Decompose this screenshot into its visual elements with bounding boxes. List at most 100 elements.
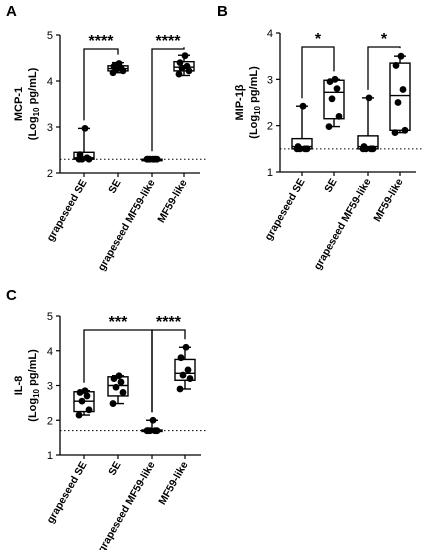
data-point xyxy=(183,62,191,70)
box-4 xyxy=(173,52,195,78)
y-axis-label: MCP-1(Log10 pg/mL) xyxy=(13,67,41,140)
data-point xyxy=(394,99,402,106)
panel-c: C IL-8(Log10 pg/mL) 1 2 3 4 5 grapeseed SE SEgra… xyxy=(6,287,207,550)
bracket-line xyxy=(301,46,335,99)
significance-stars: * xyxy=(381,31,388,48)
data-point xyxy=(399,86,407,93)
category-label: SE xyxy=(322,177,339,195)
box-3 xyxy=(357,94,379,153)
data-point xyxy=(181,52,189,60)
data-point xyxy=(110,62,118,70)
data-point xyxy=(392,62,400,69)
y-tick-label: 3 xyxy=(47,381,53,393)
significance-stars: *** xyxy=(109,314,128,331)
data-point xyxy=(109,400,117,407)
data-point xyxy=(179,371,187,379)
bracket-line xyxy=(151,329,186,413)
box-2 xyxy=(323,75,345,130)
significance-bracket: **** xyxy=(151,33,185,152)
data-point xyxy=(115,60,123,67)
data-point xyxy=(397,52,405,60)
data-point xyxy=(81,124,89,132)
box-2 xyxy=(107,372,129,407)
box-4 xyxy=(389,52,411,137)
data-point xyxy=(119,389,127,396)
data-point xyxy=(367,145,375,153)
data-point xyxy=(294,143,302,150)
y-tick-label: 2 xyxy=(47,168,53,180)
category-label: grapeseed MF59-like xyxy=(312,176,374,272)
significance-stars: * xyxy=(315,31,322,48)
data-point xyxy=(149,416,157,424)
data-point xyxy=(299,102,307,110)
data-point xyxy=(75,411,83,419)
category-label: MF59-like xyxy=(371,176,405,224)
data-point xyxy=(401,126,409,134)
data-point xyxy=(391,129,399,137)
y-tick-label: 5 xyxy=(47,30,53,42)
data-point xyxy=(182,343,190,351)
data-point xyxy=(333,85,341,92)
box-2 xyxy=(107,60,129,77)
data-point xyxy=(85,406,93,414)
data-point xyxy=(117,378,125,386)
data-point xyxy=(110,375,118,382)
data-point xyxy=(325,123,333,130)
bracket-line xyxy=(83,48,119,121)
data-point xyxy=(328,95,336,103)
data-point xyxy=(184,366,192,374)
data-point xyxy=(76,151,84,159)
data-point xyxy=(175,70,183,78)
category-label: MF59-like xyxy=(156,459,190,507)
y-tick-label: 5 xyxy=(47,311,53,323)
data-point xyxy=(115,372,123,380)
data-point xyxy=(149,155,157,163)
y-tick-label: 4 xyxy=(47,346,53,358)
category-label: grapeseed SE xyxy=(44,178,89,244)
data-point xyxy=(335,113,343,120)
box-3 xyxy=(141,416,163,435)
y-tick-label: 2 xyxy=(267,121,273,133)
data-point xyxy=(176,385,184,393)
box xyxy=(389,62,411,131)
y-tick-label: 1 xyxy=(267,167,273,179)
panel-letter: B xyxy=(217,3,228,20)
significance-bracket: **** xyxy=(83,33,119,121)
category-label: MF59-like xyxy=(155,177,189,225)
significance-stars: **** xyxy=(156,33,182,50)
category-label: SE xyxy=(106,460,123,478)
y-tick-label: 4 xyxy=(47,76,53,88)
data-point xyxy=(81,387,89,395)
category-label: grapeseed MF59-like xyxy=(96,459,158,550)
category-label: grapeseed SE xyxy=(44,460,89,526)
data-point xyxy=(112,383,120,391)
significance-bracket: **** xyxy=(151,314,186,413)
box-3 xyxy=(141,155,163,163)
box-1 xyxy=(73,387,95,419)
data-point xyxy=(151,427,159,435)
data-point xyxy=(78,397,86,405)
panel-letter: A xyxy=(6,3,17,20)
category-label: grapeseed SE xyxy=(262,177,307,243)
y-axis-label: MIP-1β(Log10 pg/mL) xyxy=(234,66,262,139)
data-point xyxy=(365,94,373,102)
significance-stars: **** xyxy=(156,314,182,331)
data-point xyxy=(301,145,309,153)
panel-letter: C xyxy=(6,287,17,304)
data-point xyxy=(177,354,185,362)
significance-bracket: * xyxy=(301,31,335,99)
y-tick-label: 2 xyxy=(47,415,53,427)
box-4 xyxy=(174,343,196,393)
y-tick-label: 3 xyxy=(47,122,53,134)
significance-bracket: * xyxy=(367,31,401,90)
y-tick-label: 4 xyxy=(267,28,273,40)
category-label: SE xyxy=(106,178,123,196)
significance-stars: **** xyxy=(89,33,115,50)
category-label: grapeseed MF59-like xyxy=(96,177,158,273)
data-point xyxy=(331,75,339,83)
y-tick-label: 1 xyxy=(47,450,53,462)
data-point xyxy=(360,143,368,150)
data-point xyxy=(144,155,152,163)
data-point xyxy=(186,375,194,382)
